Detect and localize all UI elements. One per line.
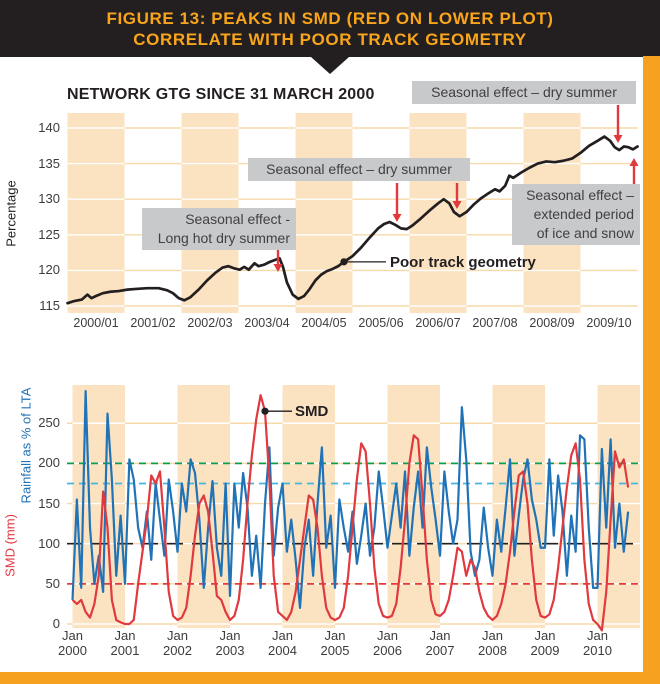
top-y-tick-label: 140 [38, 120, 60, 135]
bottom-x-tick-label: Jan 2007 [425, 628, 455, 658]
bottom-accent-strip [0, 672, 660, 684]
annotation-long-hot-summer: Seasonal effect - Long hot dry summer [142, 208, 296, 250]
annotation-dry-summer-2009: Seasonal effect – dry summer [412, 81, 636, 104]
top-y-tick-label: 130 [38, 191, 60, 207]
bottom-x-tick-label: Jan 2003 [215, 628, 245, 658]
bottom-y-tick-label: 250 [38, 415, 60, 431]
smd-axis-label: SMD (mm) [2, 514, 18, 577]
top-y-tick-label: 125 [38, 226, 60, 242]
poor-track-geometry-label: Poor track geometry [390, 254, 536, 271]
bottom-x-tick-label: Jan 2006 [373, 628, 402, 658]
top-x-tick-label: 2006/07 [415, 316, 461, 330]
top-x-tick-label: 2004/05 [301, 316, 347, 330]
bottom-y-tick-label: 0 [52, 616, 60, 631]
bottom-x-tick-label: Jan 2009 [530, 628, 560, 658]
top-x-tick-label: 2009/10 [586, 316, 632, 330]
top-x-tick-label: 2008/09 [529, 316, 575, 330]
figure-title-line2: CORRELATE WITH POOR TRACK GEOMETRY [133, 29, 527, 49]
top-x-tick-label: 2003/04 [244, 316, 290, 330]
annotation-dry-summer-2005-06: Seasonal effect – dry summer [248, 158, 470, 181]
annotation-ice-snow: Seasonal effect – extended period of ice… [512, 184, 640, 245]
bottom-x-tick-label: Jan 2004 [268, 628, 297, 658]
top-x-tick-label: 2005/06 [358, 316, 404, 330]
bottom-x-tick-label: Jan 2010 [583, 628, 612, 658]
annotation-long-hot-summer-line2: Long hot dry summer [157, 230, 290, 246]
top-chart-title: NETWORK GTG SINCE 31 MARCH 2000 [67, 86, 375, 103]
annotation-ice-snow-line1: Seasonal effect – [526, 187, 634, 203]
right-accent-strip [643, 56, 660, 684]
top-y-axis-label: Percentage [3, 180, 19, 247]
bottom-x-tick-label: Jan 2002 [163, 628, 192, 658]
top-x-tick-label: 2002/03 [187, 316, 233, 330]
bottom-y-tick-label: 50 [45, 575, 60, 591]
figure-title-line1: FIGURE 13: PEAKS IN SMD (RED ON LOWER PL… [106, 8, 554, 28]
smd-series-label: SMD [295, 403, 329, 420]
bottom-x-tick-label: Jan 2001 [110, 628, 140, 658]
bottom-y-tick-label: 200 [38, 455, 60, 471]
top-y-tick-label: 135 [38, 155, 60, 171]
top-x-tick-label: 2001/02 [130, 316, 176, 330]
top-x-tick-label: 2000/01 [73, 316, 119, 330]
annotation-long-hot-summer-line1: Seasonal effect - [185, 211, 290, 227]
annotation-ice-snow-line3: of ice and snow [536, 225, 634, 241]
figure-header: FIGURE 13: PEAKS IN SMD (RED ON LOWER PL… [0, 0, 660, 57]
top-y-tick-label: 120 [38, 262, 60, 278]
bottom-x-tick-label: Jan 2005 [320, 628, 350, 658]
bottom-y-tick-label: 150 [38, 495, 60, 511]
bottom-x-tick-label: Jan 2000 [58, 628, 87, 658]
annotation-ice-snow-line2: extended period [533, 206, 634, 222]
bottom-x-tick-label: Jan 2008 [478, 628, 507, 658]
header-pointer-triangle [311, 57, 349, 74]
top-x-tick-label: 2007/08 [472, 316, 518, 330]
bottom-y-tick-label: 100 [38, 535, 60, 551]
top-y-tick-label: 115 [39, 298, 60, 313]
